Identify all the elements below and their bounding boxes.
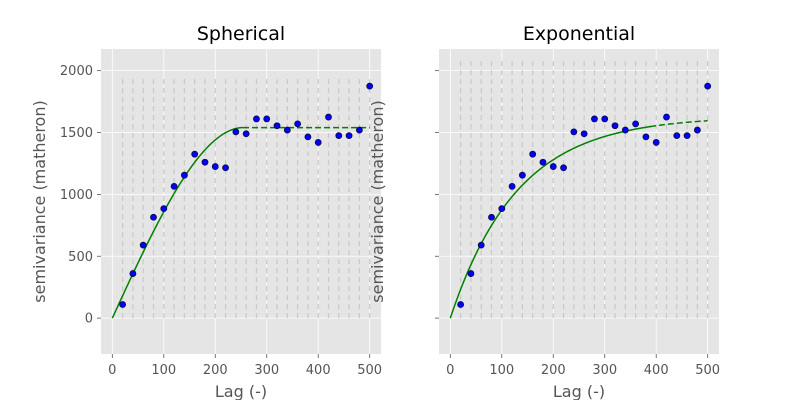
x-tick-label: 0	[446, 363, 454, 378]
x-axis-label: Lag (-)	[215, 382, 267, 400]
data-point	[518, 171, 526, 179]
data-point	[704, 82, 712, 90]
panel-title: Exponential	[523, 23, 635, 45]
data-point	[529, 150, 537, 158]
data-point	[632, 120, 640, 128]
data-point	[355, 126, 363, 134]
x-tick-label: 200	[203, 363, 228, 378]
y-tick-label: 2000	[60, 64, 93, 79]
data-point	[253, 115, 260, 123]
y-tick-label: 500	[68, 250, 93, 265]
data-point	[693, 126, 701, 134]
x-tick-label: 200	[541, 363, 566, 378]
x-tick-label: 500	[357, 363, 382, 378]
y-axis-label: semivariance (matheron)	[368, 100, 387, 302]
data-point	[345, 132, 353, 140]
data-point	[457, 301, 465, 308]
data-point	[263, 115, 271, 123]
data-point	[314, 139, 322, 146]
x-tick-label: 100	[151, 363, 176, 378]
data-point	[580, 130, 588, 138]
data-point	[211, 163, 219, 170]
data-point	[663, 113, 670, 121]
data-point	[591, 115, 598, 123]
data-point	[335, 132, 343, 140]
x-tick-label: 100	[489, 363, 514, 378]
panel-title: Spherical	[197, 23, 285, 45]
data-point	[180, 171, 188, 179]
plot-area	[439, 49, 719, 354]
data-point	[601, 115, 609, 123]
data-point	[139, 241, 147, 249]
data-point	[242, 130, 250, 138]
data-point	[498, 205, 506, 213]
data-point	[477, 241, 485, 249]
data-point	[222, 164, 229, 172]
data-point	[294, 120, 302, 128]
plot-area	[101, 49, 381, 354]
y-axis-label: semivariance (matheron)	[30, 100, 49, 302]
x-axis-label: Lag (-)	[553, 382, 605, 400]
data-point	[366, 82, 374, 90]
data-point	[283, 126, 291, 134]
data-point	[488, 213, 495, 221]
data-point	[570, 128, 578, 136]
data-point	[160, 205, 168, 213]
data-point	[673, 132, 681, 140]
data-point	[683, 132, 691, 140]
data-point	[467, 270, 475, 277]
plot-panel-2: 0 100 200 300 400 500 Exponential Lag (-) semiva…	[368, 23, 720, 400]
data-point	[119, 301, 127, 308]
plot-panel-1: 0 100 200 300 400 500 0 500 1000 1500 2000 Spherica…	[30, 23, 382, 400]
data-point	[549, 163, 557, 170]
y-tick-label: 0	[85, 312, 93, 327]
x-tick-label: 400	[644, 363, 669, 378]
data-point	[232, 128, 240, 136]
data-point	[652, 139, 660, 146]
data-point	[508, 182, 516, 190]
y-tick-label: 1000	[60, 188, 93, 203]
data-point	[560, 164, 567, 172]
data-point	[304, 133, 312, 141]
x-tick-label: 400	[306, 363, 331, 378]
x-tick-label: 300	[592, 363, 617, 378]
model-curve-dashed	[649, 119, 708, 128]
data-point	[170, 182, 178, 190]
data-point	[191, 150, 199, 158]
data-point	[539, 158, 547, 166]
y-tick-label: 1500	[60, 126, 93, 141]
data-point	[201, 158, 209, 166]
data-point	[273, 122, 281, 130]
data-point	[611, 122, 619, 130]
data-point	[150, 213, 157, 221]
x-tick-label: 300	[254, 363, 279, 378]
data-point	[621, 126, 629, 134]
data-point	[129, 270, 137, 277]
data-point	[642, 133, 650, 141]
x-tick-label: 500	[695, 363, 720, 378]
data-point	[325, 113, 332, 121]
x-tick-label: 0	[108, 363, 116, 378]
model-curve-solid	[449, 125, 652, 319]
